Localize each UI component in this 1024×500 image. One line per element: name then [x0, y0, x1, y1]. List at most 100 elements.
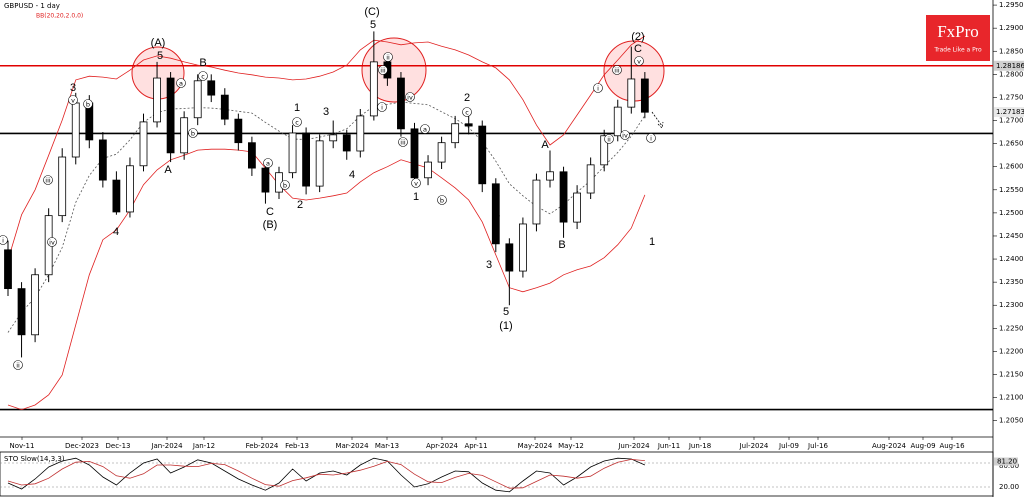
- indicator-label: BB(20,20,2.0,0): [36, 13, 83, 20]
- candle-body: [4, 249, 12, 290]
- wave-circle: [620, 130, 630, 140]
- candle-body: [180, 117, 189, 154]
- candle-body: [532, 179, 541, 225]
- x-tick-label: Jul-2024: [739, 442, 769, 450]
- x-tick-label: Apr-11: [464, 442, 487, 450]
- wave-label: (C): [364, 6, 379, 18]
- wave-label: (A): [151, 37, 166, 49]
- candle-body: [126, 165, 134, 213]
- wave-label: B: [199, 57, 206, 69]
- candle-body: [17, 288, 26, 336]
- candle-body: [139, 121, 148, 167]
- candle-body: [627, 78, 636, 108]
- candle-body: [464, 123, 473, 127]
- wave-label: (B): [263, 219, 278, 231]
- y-tick-label: 1.22000: [999, 347, 1024, 355]
- candle-body: [247, 142, 256, 169]
- y-tick-label: 1.29000: [999, 24, 1024, 32]
- highlight-circle: [361, 37, 427, 103]
- candle-body: [437, 142, 446, 163]
- wave-circle: [280, 180, 290, 190]
- wave-label: (2): [631, 31, 644, 43]
- y-tick-label: 1.24000: [999, 255, 1024, 263]
- y-tick-label: 1.26000: [999, 163, 1024, 171]
- wave-circle: [292, 117, 302, 127]
- price-label-box: [994, 107, 1024, 118]
- x-tick-label: Jun-18: [688, 442, 711, 450]
- wave-label: (1): [499, 320, 512, 332]
- circled-label: v: [414, 180, 418, 188]
- y-tick-label: 1.25500: [999, 186, 1024, 194]
- wave-circle: [83, 99, 93, 109]
- circled-label: v: [637, 58, 641, 66]
- circled-label: i: [2, 237, 4, 245]
- x-tick-label: Apr-2024: [426, 442, 459, 450]
- candle-body: [600, 135, 609, 166]
- circled-label: ii: [386, 54, 390, 62]
- candle-body: [519, 223, 527, 272]
- stochastic-panel: [0, 451, 994, 497]
- stochastic-title: STO Slow(14,3,3): [4, 455, 65, 463]
- candle-body: [573, 192, 581, 223]
- circled-label: b: [86, 101, 90, 109]
- candle-body: [424, 161, 432, 179]
- y-tick-label: 1.21000: [999, 394, 1024, 402]
- circled-label: ii: [607, 136, 611, 144]
- candle-body: [234, 118, 243, 144]
- candle-body: [451, 123, 460, 144]
- x-tick-label: Dec-13: [106, 442, 131, 450]
- candle-body: [31, 274, 40, 336]
- wave-circle: [263, 158, 273, 168]
- circled-label: iii: [614, 67, 620, 75]
- bollinger-upper: [7, 35, 646, 261]
- wave-label: 2: [464, 92, 470, 104]
- wave-circle: [176, 78, 186, 88]
- wave-circle: [398, 137, 408, 147]
- candle-body: [478, 125, 487, 185]
- wave-label: 5: [157, 50, 163, 62]
- circled-label: iv: [407, 94, 413, 102]
- candle-body: [613, 106, 622, 137]
- circled-label: iii: [380, 67, 386, 75]
- wave-label: 5: [503, 306, 509, 318]
- candle-body: [369, 61, 378, 117]
- wave-circle: [411, 178, 421, 188]
- wave-circle: [646, 133, 656, 143]
- stochastic-tick-label: 80.00: [999, 462, 1019, 470]
- circled-label: c: [465, 109, 469, 117]
- candle-body: [505, 243, 514, 272]
- chart-title: GBPUSD - 1 day: [4, 2, 60, 10]
- candle-body: [71, 102, 80, 158]
- circled-label: iv: [49, 239, 55, 247]
- x-tick-label: Jul-09: [778, 442, 799, 450]
- wave-label: 1: [294, 102, 300, 114]
- wave-circle: [378, 65, 388, 75]
- logo-box: [926, 15, 990, 61]
- candle-body: [491, 183, 500, 245]
- wave-label: C: [266, 206, 274, 218]
- candle-body: [302, 132, 311, 187]
- circled-label: b: [440, 197, 444, 205]
- wave-circle: [634, 56, 644, 66]
- y-tick-label: 1.22500: [999, 324, 1024, 332]
- x-tick-label: Dec-2023: [65, 442, 99, 450]
- y-tick-label: 1.27500: [999, 93, 1024, 101]
- candle-body: [207, 80, 216, 96]
- circled-label: v: [71, 97, 75, 105]
- y-tick-label: 1.28500: [999, 47, 1024, 55]
- logo: FxPro Trade Like a Pro: [926, 15, 990, 61]
- x-tick-label: Aug-16: [939, 442, 965, 450]
- y-tick-label: 1.21500: [999, 371, 1024, 379]
- x-tick-label: Feb-2024: [246, 442, 279, 450]
- circled-label: a: [423, 126, 427, 134]
- candle-body: [397, 77, 405, 130]
- wave-label: A: [164, 164, 172, 176]
- wave-circle: [43, 175, 53, 185]
- wave-circle: [420, 124, 430, 134]
- bollinger-lower: [7, 148, 646, 411]
- circled-label: c: [201, 73, 205, 81]
- x-tick-label: Jun-11: [657, 442, 680, 450]
- candle-body: [153, 77, 161, 123]
- candle-body: [98, 139, 107, 181]
